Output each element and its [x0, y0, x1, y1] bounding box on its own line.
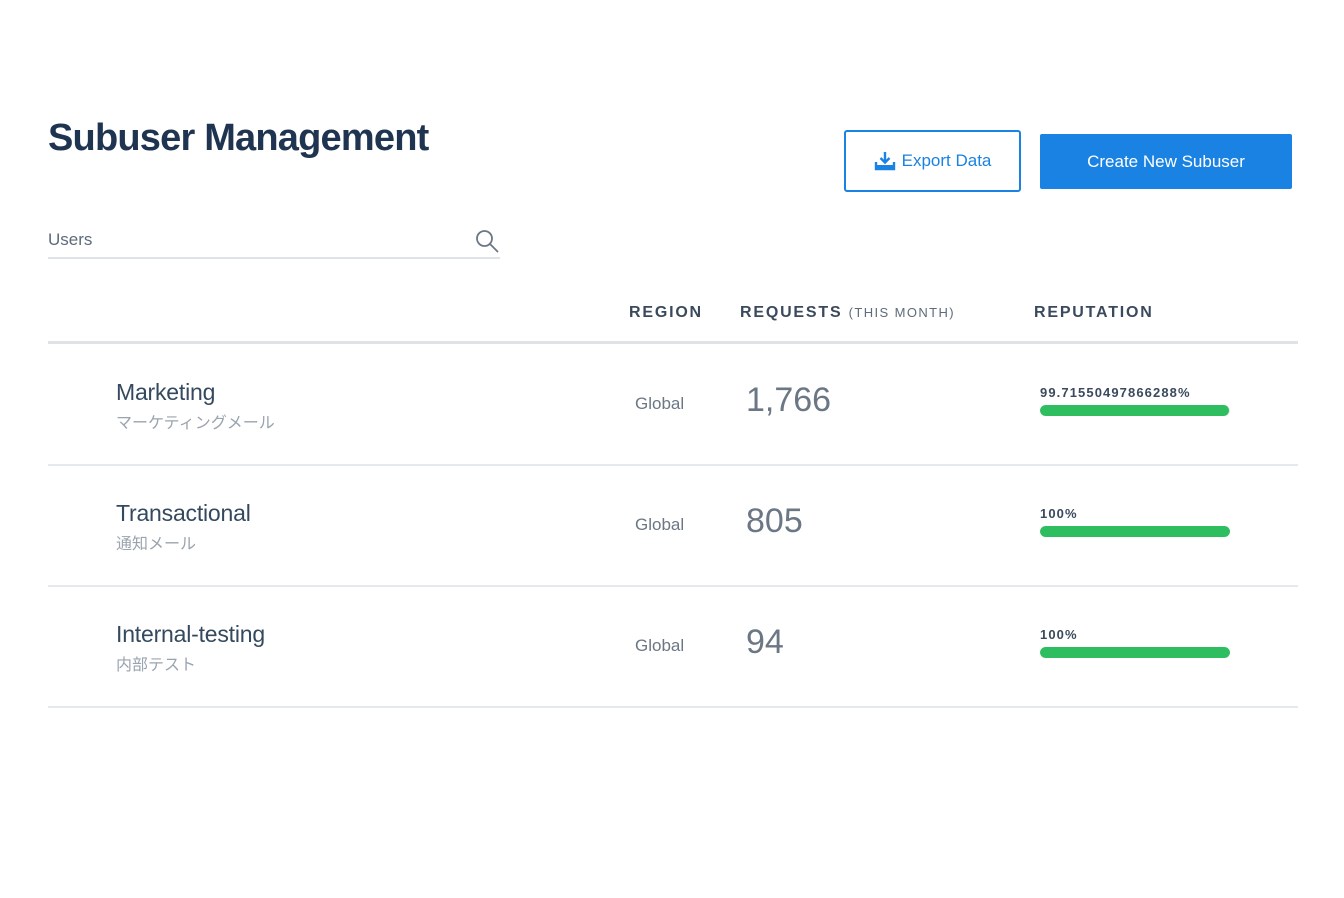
table-header: REGION REQUESTS (THIS MONTH) REPUTATION: [48, 296, 1298, 344]
column-header-requests-label: REQUESTS: [740, 304, 843, 321]
export-data-button[interactable]: Export Data: [844, 130, 1021, 192]
subuser-name[interactable]: Internal-testing: [116, 621, 265, 647]
subuser-requests: 1,766: [746, 381, 832, 419]
subuser-name[interactable]: Transactional: [116, 500, 251, 526]
column-header-region[interactable]: REGION: [629, 304, 703, 321]
subuser-region: Global: [635, 515, 685, 534]
reputation-bar: [1040, 405, 1230, 416]
user-search: [48, 222, 500, 259]
reputation-bar: [1040, 647, 1230, 658]
subuser-region: Global: [635, 394, 685, 413]
search-input[interactable]: [48, 228, 458, 252]
reputation-value: 99.71550497866288%: [1040, 385, 1191, 400]
subuser-requests: 94: [746, 623, 784, 661]
export-data-label: Export Data: [901, 151, 992, 170]
subuser-name[interactable]: Marketing: [116, 379, 216, 405]
search-icon[interactable]: [474, 228, 500, 254]
reputation-bar-fill: [1040, 405, 1230, 416]
reputation-value: 100%: [1040, 506, 1078, 521]
column-header-requests-period: (THIS MONTH): [848, 305, 956, 320]
subuser-region: Global: [635, 636, 685, 655]
reputation-value: 100%: [1040, 627, 1078, 642]
subuser-description: 内部テスト: [116, 657, 197, 674]
column-header-reputation[interactable]: REPUTATION: [1034, 304, 1154, 321]
table-row[interactable]: Internal-testing 内部テスト Global 94 100%: [48, 587, 1298, 708]
download-tray-icon: [874, 152, 895, 171]
reputation-bar-fill: [1040, 526, 1230, 537]
page-title: Subuser Management: [48, 117, 429, 159]
subuser-description: 通知メール: [116, 536, 197, 553]
subuser-requests: 805: [746, 502, 803, 540]
reputation-bar-fill: [1040, 647, 1230, 658]
column-header-requests[interactable]: REQUESTS (THIS MONTH): [740, 304, 955, 322]
create-new-subuser-button[interactable]: Create New Subuser: [1040, 134, 1292, 189]
table-row[interactable]: Transactional 通知メール Global 805 100%: [48, 466, 1298, 587]
reputation-bar: [1040, 526, 1230, 537]
subuser-description: マーケティングメール: [116, 415, 275, 432]
table-row[interactable]: Marketing マーケティングメール Global 1,766 99.715…: [48, 345, 1298, 466]
